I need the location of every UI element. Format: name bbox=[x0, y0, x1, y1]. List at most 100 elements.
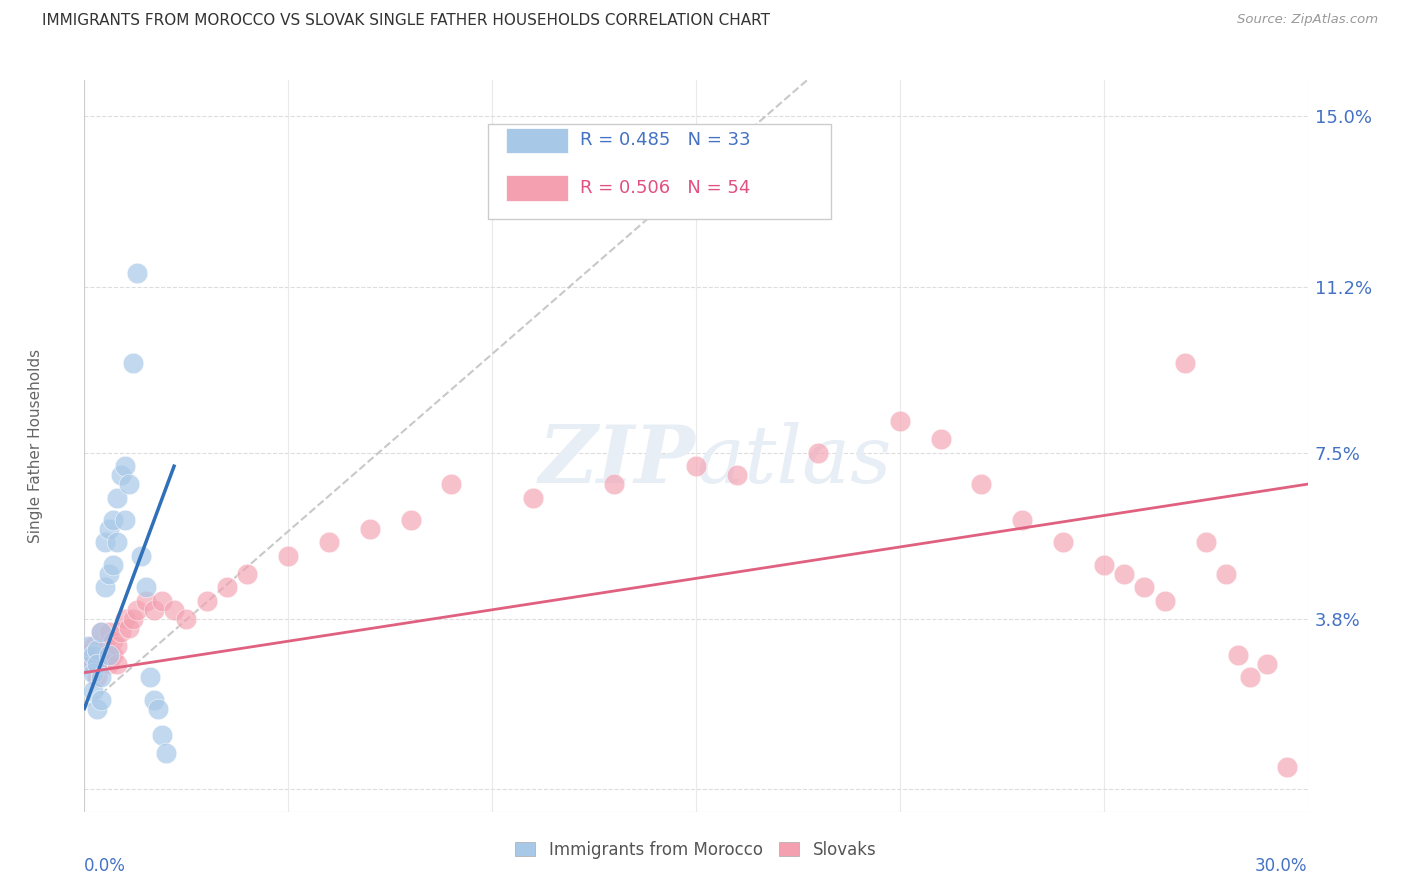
Point bbox=[1092, 558, 1115, 572]
Point bbox=[93, 580, 117, 594]
Point bbox=[82, 657, 104, 671]
Text: 0.0%: 0.0% bbox=[84, 856, 127, 874]
Point bbox=[135, 594, 157, 608]
Point bbox=[97, 566, 120, 581]
Point bbox=[1239, 670, 1261, 684]
Point bbox=[1052, 535, 1074, 549]
Point bbox=[122, 612, 145, 626]
Point bbox=[142, 603, 165, 617]
Point bbox=[522, 491, 544, 505]
Point bbox=[86, 648, 108, 662]
Text: 30.0%: 30.0% bbox=[1256, 856, 1308, 874]
Point bbox=[1195, 535, 1218, 549]
Point bbox=[114, 513, 136, 527]
Point bbox=[101, 634, 124, 648]
Point bbox=[110, 625, 132, 640]
Point bbox=[217, 580, 239, 594]
FancyBboxPatch shape bbox=[506, 128, 568, 153]
Point bbox=[114, 612, 136, 626]
Point bbox=[150, 594, 173, 608]
Point bbox=[86, 670, 108, 684]
Point bbox=[1215, 566, 1237, 581]
Point bbox=[93, 639, 117, 653]
Point bbox=[150, 728, 173, 742]
Point bbox=[82, 665, 104, 680]
Point bbox=[131, 549, 153, 563]
Point bbox=[93, 535, 117, 549]
Text: ZIP: ZIP bbox=[538, 422, 696, 500]
Point bbox=[86, 701, 108, 715]
Point bbox=[1133, 580, 1156, 594]
Point bbox=[142, 692, 165, 706]
Point bbox=[685, 459, 707, 474]
FancyBboxPatch shape bbox=[506, 176, 568, 201]
Point bbox=[118, 477, 141, 491]
Point bbox=[114, 459, 136, 474]
Text: R = 0.485   N = 33: R = 0.485 N = 33 bbox=[579, 131, 751, 149]
Point bbox=[105, 657, 128, 671]
Point bbox=[1256, 657, 1278, 671]
Point bbox=[86, 643, 108, 657]
Point bbox=[1011, 513, 1033, 527]
Point bbox=[86, 657, 108, 671]
Text: Single Father Households: Single Father Households bbox=[28, 349, 44, 543]
Point bbox=[90, 625, 112, 640]
Point bbox=[122, 356, 145, 370]
Point bbox=[77, 648, 100, 662]
Point bbox=[97, 648, 120, 662]
Point bbox=[101, 513, 124, 527]
Point bbox=[82, 683, 104, 698]
Point bbox=[97, 657, 120, 671]
Text: atlas: atlas bbox=[696, 422, 891, 500]
Point bbox=[105, 491, 128, 505]
Legend: Immigrants from Morocco, Slovaks: Immigrants from Morocco, Slovaks bbox=[509, 834, 883, 865]
Point bbox=[970, 477, 993, 491]
Point bbox=[90, 657, 112, 671]
Point bbox=[97, 522, 120, 536]
Text: R = 0.506   N = 54: R = 0.506 N = 54 bbox=[579, 178, 751, 197]
Point bbox=[146, 701, 169, 715]
Point bbox=[82, 639, 104, 653]
Point bbox=[93, 648, 117, 662]
Point bbox=[359, 522, 381, 536]
Point bbox=[82, 648, 104, 662]
FancyBboxPatch shape bbox=[488, 124, 831, 219]
Point bbox=[195, 594, 218, 608]
Point bbox=[155, 747, 177, 761]
Point bbox=[277, 549, 299, 563]
Point bbox=[97, 625, 120, 640]
Point bbox=[138, 670, 160, 684]
Point bbox=[1227, 648, 1250, 662]
Point bbox=[236, 566, 259, 581]
Point bbox=[603, 477, 626, 491]
Point bbox=[135, 580, 157, 594]
Point bbox=[318, 535, 340, 549]
Point bbox=[127, 603, 149, 617]
Point bbox=[1114, 566, 1136, 581]
Point bbox=[1277, 760, 1299, 774]
Point bbox=[105, 639, 128, 653]
Point bbox=[1154, 594, 1177, 608]
Point bbox=[101, 648, 124, 662]
Point bbox=[77, 639, 100, 653]
Point bbox=[889, 414, 911, 428]
Point bbox=[77, 657, 100, 671]
Point bbox=[118, 621, 141, 635]
Point bbox=[440, 477, 463, 491]
Point bbox=[90, 625, 112, 640]
Point bbox=[399, 513, 422, 527]
Point bbox=[725, 468, 748, 483]
Point bbox=[176, 612, 198, 626]
Point bbox=[1174, 356, 1197, 370]
Point bbox=[105, 535, 128, 549]
Point bbox=[110, 468, 132, 483]
Point bbox=[90, 692, 112, 706]
Text: IMMIGRANTS FROM MOROCCO VS SLOVAK SINGLE FATHER HOUSEHOLDS CORRELATION CHART: IMMIGRANTS FROM MOROCCO VS SLOVAK SINGLE… bbox=[42, 13, 770, 29]
Point bbox=[101, 558, 124, 572]
Point bbox=[90, 670, 112, 684]
Point bbox=[929, 432, 952, 446]
Point bbox=[163, 603, 186, 617]
Text: Source: ZipAtlas.com: Source: ZipAtlas.com bbox=[1237, 13, 1378, 27]
Point bbox=[127, 266, 149, 280]
Point bbox=[807, 446, 830, 460]
